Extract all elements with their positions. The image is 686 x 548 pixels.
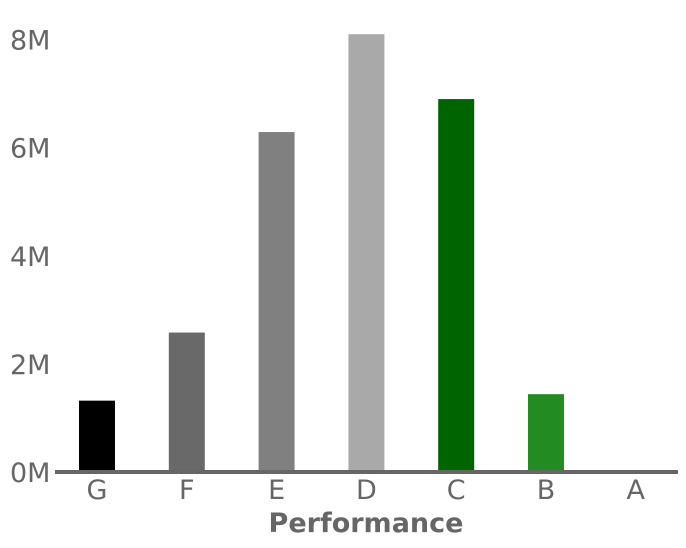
bar-E: [258, 132, 295, 473]
x-tick-label: E: [268, 475, 285, 506]
x-tick-label: B: [537, 475, 556, 506]
y-tick-label: 4M: [10, 242, 50, 273]
y-tick-label: 6M: [10, 134, 50, 165]
bar-G: [79, 400, 115, 472]
x-tick-label: A: [627, 475, 646, 506]
x-tick-label: G: [87, 475, 108, 506]
y-tick-labels: 0M 2M 4M 6M 8M: [10, 26, 50, 489]
bar-B: [528, 394, 564, 472]
bar-C: [438, 99, 475, 473]
y-tick-label: 2M: [10, 350, 50, 381]
y-tick-label: 0M: [10, 458, 50, 489]
bars-group: [79, 34, 564, 473]
x-axis-label: Performance: [269, 508, 464, 539]
bar-D: [348, 34, 385, 472]
y-tick-label: 8M: [10, 26, 50, 57]
bar-F: [168, 332, 205, 472]
x-tick-label: F: [179, 475, 195, 506]
x-tick-label: D: [356, 475, 377, 506]
x-tick-label: C: [447, 475, 466, 506]
